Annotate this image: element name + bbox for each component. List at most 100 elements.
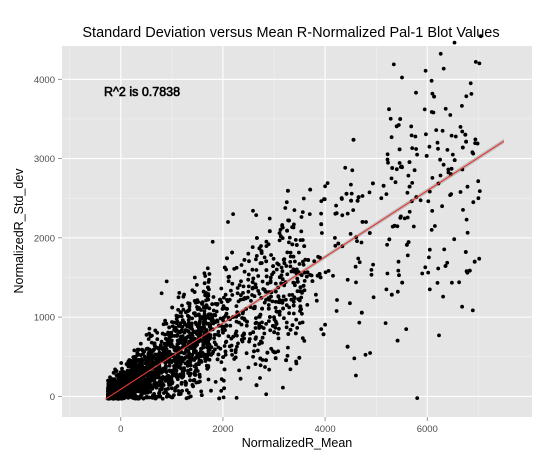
data-point (258, 261, 263, 266)
data-point (239, 279, 243, 284)
data-point (254, 316, 258, 320)
data-point (272, 350, 277, 355)
data-point (129, 395, 134, 400)
data-point (167, 325, 172, 330)
data-point (166, 330, 171, 335)
data-point (181, 307, 186, 312)
data-point (225, 299, 230, 304)
data-point (464, 217, 469, 222)
data-point (427, 189, 432, 194)
data-point (164, 321, 169, 326)
data-point (430, 209, 435, 213)
y-tick-label: 2000 (34, 233, 55, 244)
data-point (116, 377, 121, 381)
data-point (272, 315, 276, 319)
data-point (301, 259, 305, 264)
data-point (147, 353, 151, 358)
data-point (122, 375, 127, 380)
x-tick-label: 6000 (417, 424, 438, 435)
data-point (180, 318, 185, 322)
data-point (457, 280, 461, 285)
data-point (257, 246, 262, 251)
data-point (250, 267, 255, 272)
data-point (423, 265, 428, 270)
data-point (258, 356, 263, 361)
data-point (301, 262, 306, 267)
data-point (392, 223, 397, 228)
data-point (253, 326, 258, 330)
data-point (364, 220, 368, 224)
data-point (135, 359, 140, 363)
data-point (280, 277, 285, 282)
data-point (242, 331, 246, 336)
data-point (407, 184, 412, 189)
data-point (228, 323, 233, 328)
data-point (119, 395, 124, 399)
data-point (251, 306, 256, 311)
data-point (267, 216, 272, 221)
data-point (349, 182, 353, 187)
data-point (407, 209, 412, 214)
data-point (161, 356, 166, 361)
data-point (223, 328, 227, 332)
data-point (115, 374, 120, 378)
data-point (344, 191, 349, 196)
data-point (177, 291, 182, 295)
data-point (478, 34, 483, 39)
data-point (159, 353, 164, 358)
data-point (360, 194, 365, 198)
data-point (314, 292, 318, 297)
data-point (300, 210, 305, 215)
data-point (235, 344, 239, 349)
data-point (291, 311, 296, 316)
data-point (175, 377, 180, 382)
data-point (130, 369, 135, 374)
data-point (186, 390, 191, 395)
data-point (288, 260, 293, 264)
data-point (404, 327, 409, 331)
data-point (389, 135, 394, 140)
data-point (424, 154, 429, 158)
data-point (276, 331, 280, 336)
data-point (348, 301, 352, 306)
data-point (387, 237, 392, 242)
data-point (309, 273, 314, 278)
data-point (172, 393, 176, 397)
data-point (194, 380, 199, 385)
x-tick-label: 2000 (212, 424, 233, 435)
data-point (292, 281, 297, 285)
data-point (276, 300, 281, 304)
data-point (410, 146, 415, 151)
data-point (261, 287, 266, 291)
data-point (114, 369, 119, 373)
data-point (197, 372, 202, 377)
data-point (223, 292, 228, 297)
data-point (236, 341, 240, 346)
data-point (274, 267, 279, 272)
data-point (349, 198, 353, 203)
data-point (264, 358, 268, 363)
data-point (396, 268, 401, 273)
data-point (284, 320, 289, 325)
data-point (262, 331, 267, 336)
data-point (192, 275, 197, 280)
data-point (262, 300, 267, 305)
data-point (204, 304, 209, 309)
data-point (192, 290, 197, 294)
data-point (427, 144, 432, 149)
data-point (441, 66, 446, 71)
data-point (353, 264, 358, 269)
data-point (276, 262, 281, 267)
data-point (215, 332, 220, 337)
data-point (178, 357, 183, 361)
data-point (146, 357, 151, 362)
data-point (159, 367, 164, 372)
data-point (394, 124, 399, 129)
data-point (477, 189, 482, 194)
data-point (253, 336, 258, 341)
data-point (343, 165, 348, 170)
data-point (284, 297, 288, 302)
data-point (397, 273, 401, 278)
data-point (135, 347, 140, 352)
data-point (389, 176, 394, 181)
